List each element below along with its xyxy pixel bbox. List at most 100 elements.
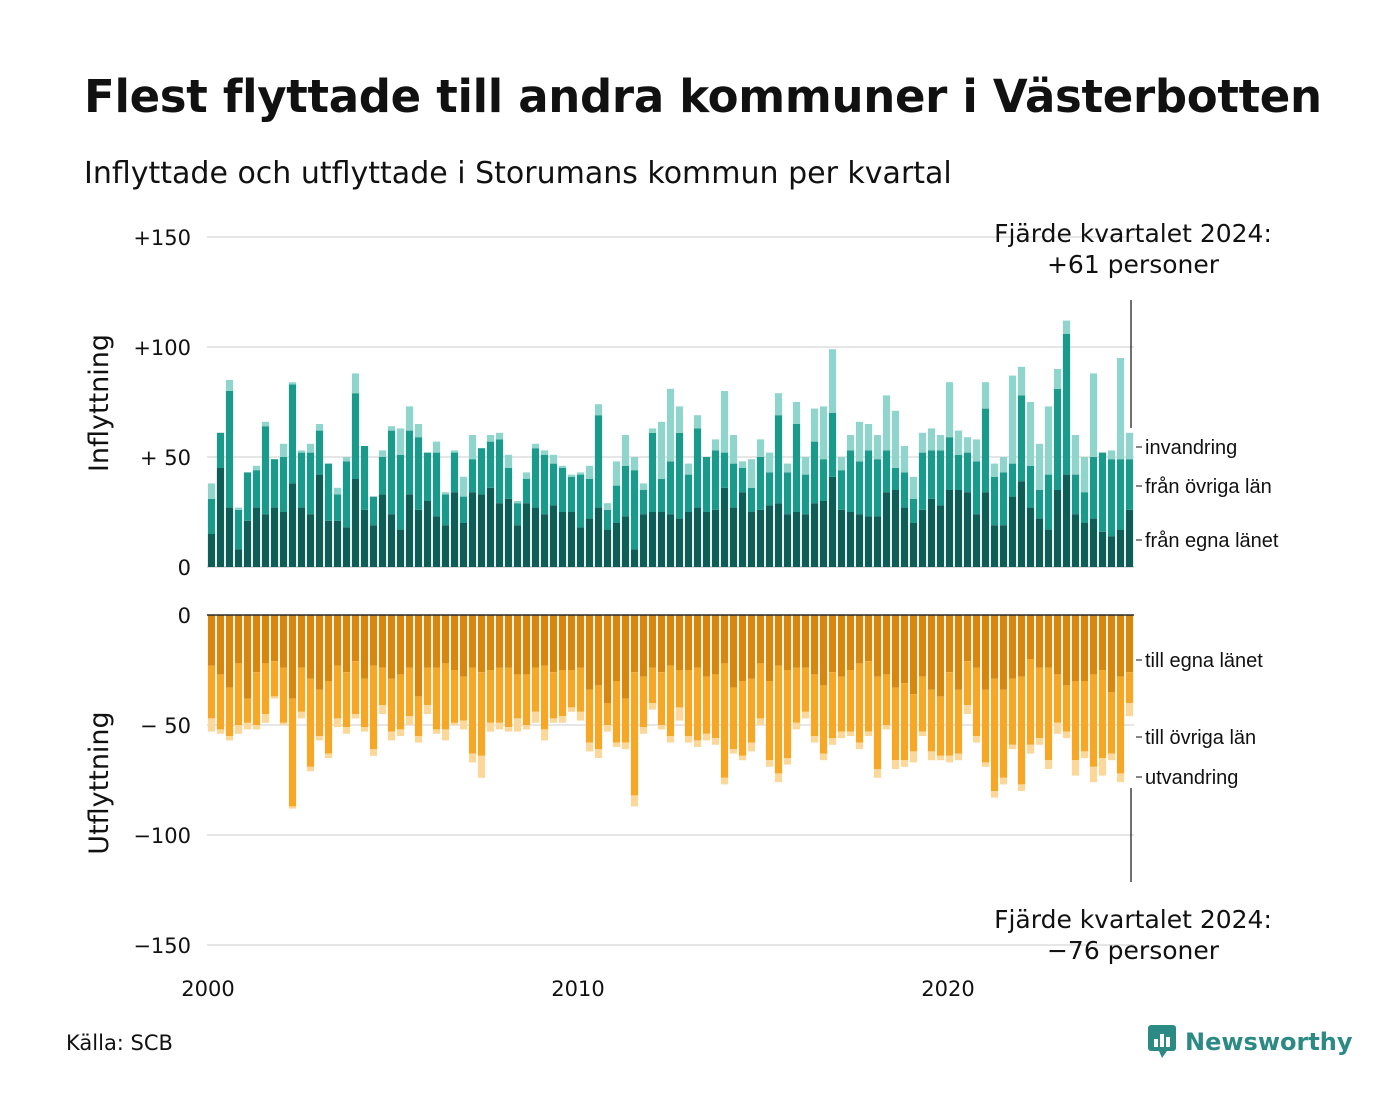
bar-in-egna-55: [702, 512, 711, 567]
bar-in-egna-62: [765, 505, 774, 567]
bar-in-invandring-39: [558, 465, 567, 468]
bar-out-egna-95: [1062, 615, 1071, 686]
bar-in-ovriga-5: [252, 470, 261, 508]
bar-out-egna-39: [558, 615, 567, 670]
bar-out-utvandring-64: [783, 758, 792, 765]
bar-in-egna-35: [522, 503, 531, 567]
bar-out-egna-7: [270, 615, 279, 662]
bar-out-ovriga-58: [729, 687, 738, 750]
bar-out-utvandring-47: [630, 795, 639, 807]
bar-out-ovriga-34: [513, 674, 522, 719]
newsworthy-logo: Newsworthy: [1147, 1024, 1353, 1060]
legend-label-fran-egna-lanet: från egna länet: [1145, 530, 1279, 552]
bar-in-invandring-98: [1089, 373, 1098, 457]
bar-in-ovriga-58: [729, 463, 738, 508]
bar-out-egna-93: [1044, 615, 1053, 668]
bar-in-egna-59: [738, 492, 747, 567]
bar-out-ovriga-93: [1044, 667, 1053, 761]
bar-out-utvandring-97: [1080, 751, 1089, 758]
bar-in-ovriga-50: [657, 479, 666, 512]
bar-in-egna-13: [324, 520, 333, 567]
bar-out-ovriga-82: [945, 672, 954, 756]
page-subtitle: Inflyttade och utflyttade i Storumans ko…: [84, 156, 952, 191]
bar-in-invandring-48: [639, 483, 648, 490]
legend-outflow: till egna länet till övriga län utvandri…: [1136, 650, 1263, 789]
bar-out-ovriga-77: [900, 683, 909, 761]
bar-in-ovriga-101: [1116, 459, 1125, 530]
bar-out-ovriga-31: [486, 670, 495, 723]
bar-out-ovriga-98: [1089, 674, 1098, 767]
bar-out-egna-5: [252, 615, 261, 673]
bar-out-utvandring-30: [477, 755, 486, 778]
bar-in-ovriga-6: [261, 426, 270, 515]
bar-in-egna-91: [1026, 507, 1035, 567]
bar-in-ovriga-28: [459, 496, 468, 523]
bar-in-ovriga-42: [585, 479, 594, 519]
bar-in-ovriga-29: [468, 459, 477, 493]
bar-out-utvandring-55: [702, 733, 711, 741]
bar-in-invandring-97: [1080, 457, 1089, 493]
bar-out-utvandring-50: [657, 725, 666, 730]
bar-out-egna-8: [279, 615, 288, 668]
bar-in-invandring-9: [288, 382, 297, 385]
bar-in-ovriga-54: [693, 428, 702, 508]
bar-out-ovriga-10: [297, 667, 306, 712]
bar-out-ovriga-89: [1008, 678, 1017, 745]
bar-in-invandring-79: [918, 432, 927, 453]
bar-in-egna-98: [1089, 518, 1098, 567]
bar-in-invandring-16: [351, 373, 360, 394]
bar-out-ovriga-16: [351, 661, 360, 714]
bar-out-utvandring-3: [234, 725, 243, 734]
bar-out-ovriga-14: [333, 665, 342, 719]
bar-in-egna-58: [729, 507, 738, 567]
bar-in-egna-37: [540, 514, 549, 567]
bar-out-utvandring-20: [387, 731, 396, 741]
bar-out-ovriga-36: [531, 667, 540, 712]
bar-in-egna-79: [918, 509, 927, 567]
y-tick-top-0: 0: [178, 556, 191, 580]
bar-out-egna-53: [684, 615, 693, 670]
bar-in-egna-26: [441, 525, 450, 567]
bar-in-ovriga-77: [900, 472, 909, 508]
bar-out-utvandring-66: [801, 711, 810, 719]
bar-out-egna-67: [810, 615, 819, 675]
bar-in-invandring-65: [792, 402, 801, 424]
bar-out-egna-13: [324, 615, 333, 681]
bar-out-utvandring-23: [414, 736, 423, 743]
bar-out-utvandring-68: [819, 753, 828, 761]
bar-out-egna-96: [1071, 615, 1080, 681]
bar-out-egna-34: [513, 615, 522, 675]
bar-in-invandring-88: [999, 457, 1008, 473]
bar-out-utvandring-101: [1116, 773, 1125, 783]
bar-in-egna-48: [639, 514, 648, 567]
bar-in-invandring-81: [936, 435, 945, 451]
bar-out-ovriga-62: [765, 681, 774, 761]
bar-in-ovriga-76: [891, 468, 900, 490]
bar-out-egna-57: [720, 615, 729, 664]
bar-in-egna-67: [810, 503, 819, 567]
bar-in-egna-14: [333, 520, 342, 567]
bar-out-egna-37: [540, 615, 549, 666]
bar-out-utvandring-37: [540, 729, 549, 741]
bar-in-invandring-50: [657, 421, 666, 479]
bar-in-ovriga-49: [648, 432, 657, 512]
bar-out-utvandring-4: [243, 722, 252, 730]
bar-out-egna-81: [936, 615, 945, 697]
bar-out-ovriga-55: [702, 676, 711, 734]
bar-in-egna-52: [675, 518, 684, 567]
bar-out-utvandring-60: [747, 742, 756, 752]
bar-in-ovriga-18: [369, 496, 378, 526]
bar-out-ovriga-92: [1035, 667, 1044, 739]
bar-out-egna-100: [1107, 615, 1116, 692]
bar-out-egna-77: [900, 615, 909, 684]
bar-out-ovriga-63: [774, 665, 783, 774]
bar-out-utvandring-35: [522, 725, 531, 730]
bar-in-ovriga-90: [1017, 395, 1026, 482]
bar-out-egna-4: [243, 615, 252, 699]
bar-out-egna-73: [864, 615, 873, 662]
bar-out-egna-76: [891, 615, 900, 688]
bar-out-ovriga-39: [558, 670, 567, 717]
bar-out-utvandring-33: [504, 727, 513, 732]
bar-out-utvandring-24: [423, 705, 432, 714]
bar-out-utvandring-8: [279, 722, 288, 725]
